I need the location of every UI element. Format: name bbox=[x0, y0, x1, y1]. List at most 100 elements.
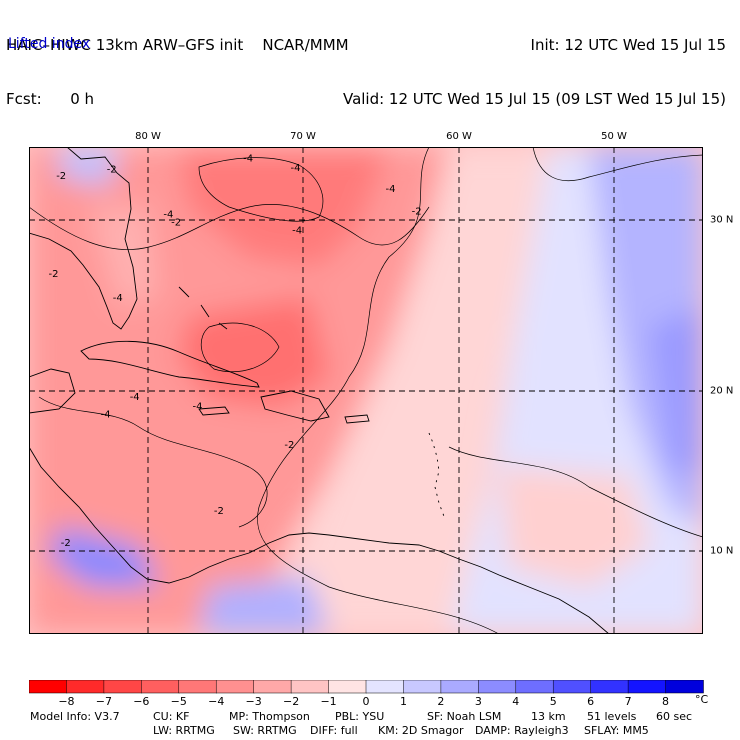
contour-label: -4 bbox=[292, 226, 302, 237]
legend-tick-label: 7 bbox=[625, 695, 632, 708]
shade-red-caribbean bbox=[179, 297, 329, 407]
legend-swatch bbox=[403, 680, 442, 694]
fcst-value: 0 h bbox=[70, 90, 95, 108]
info-levels: 51 levels bbox=[587, 710, 637, 723]
contour-m2-a bbox=[29, 204, 430, 250]
info-sflay: SFLAY: MM5 bbox=[584, 724, 649, 737]
shade-pink-east bbox=[259, 147, 549, 634]
map-frame bbox=[29, 147, 703, 634]
lon-label-60w: 60 W bbox=[446, 131, 472, 142]
contour-label: -2 bbox=[284, 440, 294, 451]
shade-pink-patch-se bbox=[499, 467, 649, 587]
contour-label-layer: -2-2-4-4-4-4-2-4-2-2-4-4-4-4-2-2-2 bbox=[49, 153, 422, 549]
legend-tick-label: −8 bbox=[58, 695, 74, 708]
lat-label-30n: 30 N bbox=[710, 214, 734, 226]
shade-red-north bbox=[179, 147, 389, 267]
contour-label: -4 bbox=[243, 153, 253, 164]
legend-unit: °C bbox=[695, 693, 709, 706]
info-cu: CU: KF bbox=[153, 710, 190, 723]
contour-lines bbox=[29, 147, 703, 634]
forecast-line: Fcst: 0 h bbox=[6, 90, 349, 108]
info-km: KM: 2D Smagor bbox=[378, 724, 464, 737]
coast-central-america bbox=[29, 446, 190, 584]
legend-swatch bbox=[178, 680, 217, 694]
legend-tick-label: −7 bbox=[96, 695, 112, 708]
legend-swatch bbox=[665, 680, 704, 694]
info-timestep: 60 sec bbox=[656, 710, 693, 723]
legend-tick-label: 1 bbox=[400, 695, 407, 708]
legend-tick-label: 8 bbox=[662, 695, 669, 708]
contour-m4-b bbox=[201, 322, 280, 373]
legend-tick-label: 6 bbox=[587, 695, 594, 708]
contour-zero-main bbox=[257, 147, 500, 634]
legend-tick-label: −3 bbox=[246, 695, 262, 708]
latlon-grid bbox=[29, 147, 703, 634]
contour-label: -4 bbox=[386, 184, 396, 195]
contour-label: -4 bbox=[193, 402, 203, 413]
legend-tick-label: 0 bbox=[363, 695, 370, 708]
shade-blue-edge bbox=[649, 307, 703, 477]
contour-label: -4 bbox=[130, 392, 140, 403]
field-title: Lifted index bbox=[8, 36, 91, 52]
contour-label: -2 bbox=[412, 206, 422, 217]
legend-swatches bbox=[29, 680, 704, 694]
legend-swatch bbox=[29, 680, 68, 694]
coast-us-east bbox=[29, 147, 138, 330]
legend-swatch bbox=[66, 680, 105, 694]
contour-label: -4 bbox=[101, 410, 111, 421]
legend-swatch bbox=[478, 680, 517, 694]
coast-south-america bbox=[188, 532, 610, 634]
legend-swatch bbox=[590, 680, 629, 694]
shading-layer bbox=[29, 147, 703, 634]
legend-swatch bbox=[552, 680, 592, 694]
legend-swatch bbox=[440, 680, 480, 694]
legend-swatch bbox=[365, 680, 405, 694]
info-mp: MP: Thompson bbox=[229, 710, 310, 723]
info-sw: SW: RRTMG bbox=[233, 724, 297, 737]
legend-tick-label: 2 bbox=[437, 695, 444, 708]
coastlines bbox=[29, 147, 610, 634]
legend-tick-label: 3 bbox=[475, 695, 482, 708]
header-left: HAIC–HIWC 13km ARW–GFS init NCAR/MMM Fcs… bbox=[6, 0, 349, 126]
coast-puerto-rico bbox=[344, 414, 370, 424]
info-resolution: 13 km bbox=[531, 710, 566, 723]
contour-m4-a bbox=[198, 157, 324, 222]
info-diff: DIFF: full bbox=[310, 724, 358, 737]
legend-labels: −8 −7 −6 −5 −4 −3 −2 −1 0 1 2 3 4 5 6 7 8 bbox=[58, 695, 669, 708]
shade-pink-florida bbox=[89, 207, 159, 307]
legend-swatch bbox=[290, 680, 330, 694]
lon-label-50w: 50 W bbox=[601, 131, 627, 142]
contour-zero-east bbox=[532, 147, 703, 181]
legend-swatch bbox=[103, 680, 143, 694]
init-time: Init: 12 UTC Wed 15 Jul 15 bbox=[530, 36, 726, 54]
contour-label: -4 bbox=[113, 293, 123, 304]
legend-tick-label: 4 bbox=[512, 695, 519, 708]
shade-blue-panama bbox=[49, 527, 159, 587]
contour-m2-b bbox=[38, 396, 268, 528]
lifted-index-map: -2-2-4-4-4-4-2-4-2-2-4-4-4-4-2-2-2 bbox=[29, 147, 703, 634]
valid-time: Valid: 12 UTC Wed 15 Jul 15 (09 LST Wed … bbox=[342, 90, 726, 108]
contour-label: -2 bbox=[56, 171, 66, 182]
contour-label: -2 bbox=[61, 538, 71, 549]
info-model-version: Model Info: V3.7 bbox=[30, 710, 120, 723]
info-pbl: PBL: YSU bbox=[335, 710, 385, 723]
legend-tick-label: −1 bbox=[320, 695, 336, 708]
shade-blue-colombia bbox=[199, 577, 329, 634]
color-legend: −8 −7 −6 −5 −4 −3 −2 −1 0 1 2 3 4 5 6 7 8 °C bbox=[29, 680, 709, 708]
legend-tick-label: 5 bbox=[550, 695, 557, 708]
coast-yucatan bbox=[29, 368, 76, 414]
model-title: HAIC–HIWC 13km ARW–GFS init NCAR/MMM bbox=[6, 36, 349, 54]
contour-label: -4 bbox=[163, 210, 173, 221]
contour-label: -2 bbox=[107, 165, 117, 176]
legend-swatch bbox=[627, 680, 667, 694]
legend-swatch bbox=[515, 680, 554, 694]
contour-label: -2 bbox=[171, 218, 181, 229]
legend-swatch bbox=[328, 680, 367, 694]
header-right: Init: 12 UTC Wed 15 Jul 15 Valid: 12 UTC… bbox=[343, 0, 726, 126]
info-lw: LW: RRTMG bbox=[153, 724, 215, 737]
lon-label-70w: 70 W bbox=[290, 131, 316, 142]
coast-cuba bbox=[80, 340, 260, 388]
fcst-label: Fcst: bbox=[6, 90, 42, 108]
legend-swatch bbox=[215, 680, 255, 694]
info-sf: SF: Noah LSM bbox=[427, 710, 502, 723]
